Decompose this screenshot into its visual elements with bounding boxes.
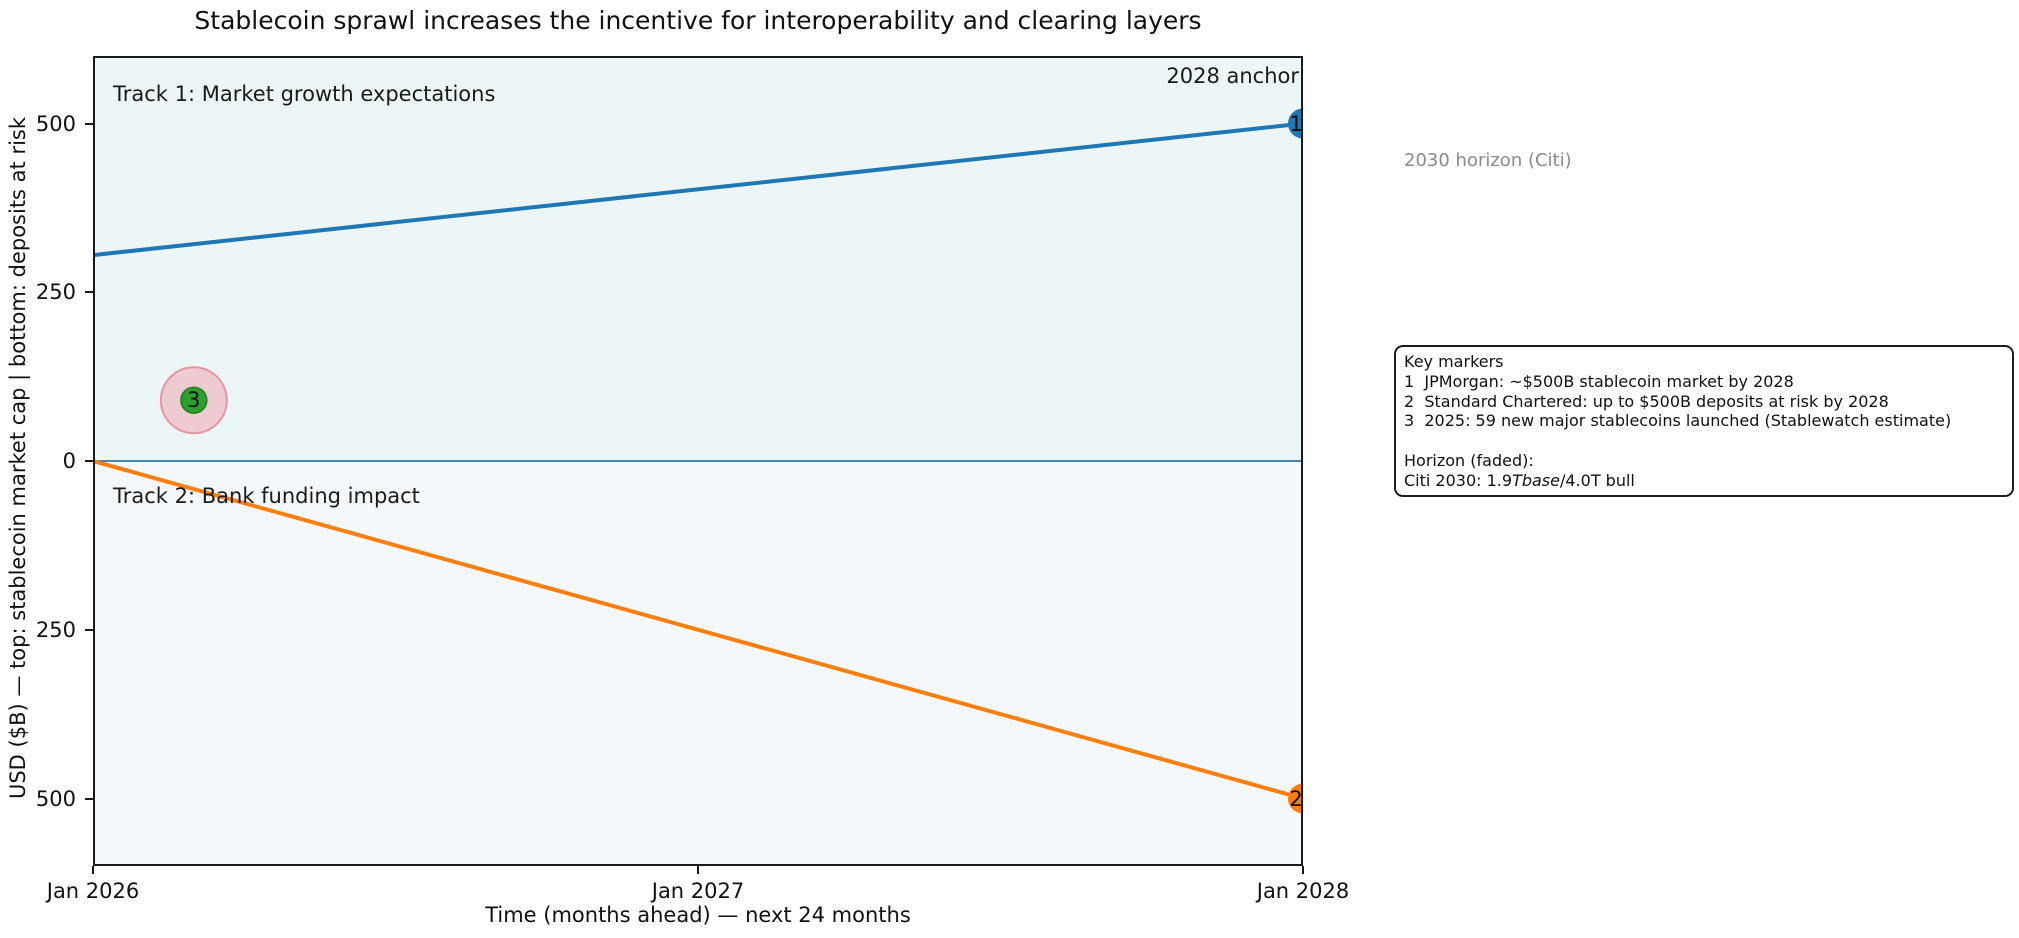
background-band [93,461,1303,866]
y-tick-mark [85,291,93,294]
x-tick-label: Jan 2027 [651,879,745,903]
legend-line: 2 Standard Chartered: up to $500B deposi… [1404,392,2004,412]
y-axis-label: USD ($B) — top: stablecoin market cap | … [6,116,30,800]
legend-segment: Citi 2030: 1.9 [1404,470,1513,490]
y-tick-mark [85,797,93,800]
legend-line: Citi 2030: 1.9Tbase/4.0T bull [1404,471,2004,491]
marker-3-dot [180,386,208,414]
y-tick-label: 0 [62,449,76,473]
y-tick-mark [85,122,93,125]
annotation-2028-anchor: 2028 anchor [1166,64,1299,88]
background-band [93,56,1303,461]
legend-segment: 2 Standard Chartered: up to $500B deposi… [1404,391,1889,411]
y-tick-label: 250 [35,617,76,642]
legend-segment: 3 2025: 59 new major stablecoins launche… [1404,411,1952,431]
legend-line: 3 2025: 59 new major stablecoins launche… [1404,411,2004,431]
key-markers-box: Key markers 1 JPMorgan: ~$500B stablecoin… [1394,345,2014,497]
y-tick-label: 250 [35,280,76,305]
y-tick-mark [85,460,93,462]
x-tick-label: Jan 2026 [46,879,140,903]
legend-segment-italic: Tbase [1512,470,1560,490]
legend-segment: Key markers [1404,352,1504,371]
legend-line: Horizon (faded): [1404,451,2004,471]
series-line-1 [93,121,1303,258]
x-tick-mark [1302,866,1304,874]
x-tick-mark [92,866,94,874]
y-tick-label: 500 [35,111,76,136]
annotation-2030-horizon: 2030 horizon (Citi) [1404,150,1572,171]
marker-2-digit: 2 [1289,786,1303,811]
marker-1-dot [1288,108,1303,139]
plot-spines [93,56,1303,866]
x-axis-label: Time (months ahead) — next 24 months [485,903,911,927]
legend-segment: Horizon (faded): [1404,450,1534,470]
legend-line: 1 JPMorgan: ~$500B stablecoin market by … [1404,372,2004,392]
legend-segment: 1 JPMorgan: ~$500B stablecoin market by … [1404,371,1794,391]
y-tick-mark [85,628,93,631]
marker-2-dot [1288,783,1303,814]
annotation-track2: Track 2: Bank funding impact [113,484,420,508]
x-tick-mark [697,866,699,874]
plot-area [93,56,1303,866]
y-tick-label: 500 [35,786,76,811]
marker-1-digit: 1 [1289,111,1303,136]
annotation-track1: Track 1: Market growth expectations [113,82,496,106]
legend-line: Key markers [1404,352,2004,372]
series-line-2 [93,459,1303,801]
chart-title: Stablecoin sprawl increases the incentiv… [194,6,1202,35]
legend-segment: /4.0T bull [1559,470,1635,490]
legend-line [1404,431,2004,451]
marker-3-digit: 3 [187,388,201,413]
x-tick-label: Jan 2028 [1256,879,1350,903]
